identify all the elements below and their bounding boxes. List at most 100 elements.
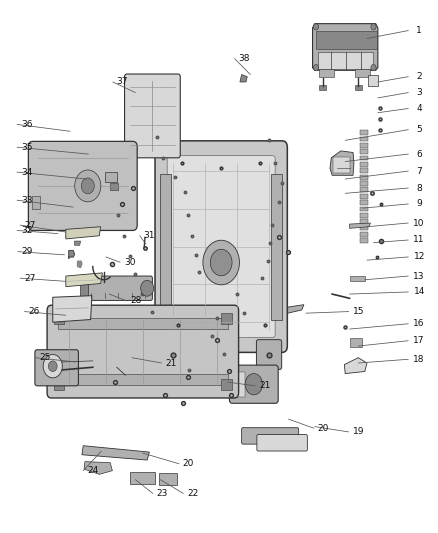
Text: 32: 32 bbox=[21, 226, 32, 235]
Bar bbox=[32, 196, 40, 209]
Bar bbox=[271, 174, 282, 319]
Text: 13: 13 bbox=[413, 271, 425, 280]
Text: 9: 9 bbox=[417, 199, 422, 208]
Text: 33: 33 bbox=[21, 196, 32, 205]
Bar bbox=[105, 172, 117, 182]
Text: 27: 27 bbox=[24, 273, 35, 282]
Text: 18: 18 bbox=[413, 355, 425, 364]
Circle shape bbox=[141, 280, 154, 296]
Text: 2: 2 bbox=[417, 72, 422, 81]
Polygon shape bbox=[78, 261, 82, 268]
Text: 19: 19 bbox=[353, 427, 364, 437]
Text: 35: 35 bbox=[21, 143, 32, 152]
Bar bbox=[130, 472, 155, 484]
Bar bbox=[360, 219, 368, 224]
Polygon shape bbox=[69, 251, 74, 259]
FancyBboxPatch shape bbox=[257, 434, 307, 451]
FancyBboxPatch shape bbox=[111, 351, 131, 369]
FancyBboxPatch shape bbox=[167, 156, 275, 337]
Bar bbox=[221, 313, 232, 324]
Bar bbox=[319, 85, 326, 90]
Text: 31: 31 bbox=[144, 231, 155, 240]
Text: 15: 15 bbox=[353, 307, 364, 316]
Circle shape bbox=[48, 361, 57, 372]
Text: 14: 14 bbox=[413, 287, 425, 296]
Text: 28: 28 bbox=[131, 296, 142, 305]
Polygon shape bbox=[330, 151, 354, 175]
Text: 30: 30 bbox=[124, 258, 135, 266]
Polygon shape bbox=[262, 305, 304, 318]
Text: 23: 23 bbox=[157, 489, 168, 498]
Bar bbox=[355, 69, 370, 77]
Bar bbox=[221, 379, 232, 390]
Polygon shape bbox=[82, 446, 149, 460]
FancyBboxPatch shape bbox=[155, 141, 287, 352]
Bar bbox=[360, 181, 368, 186]
Circle shape bbox=[245, 374, 262, 395]
Text: 12: 12 bbox=[413, 253, 425, 262]
Circle shape bbox=[314, 64, 319, 71]
Bar bbox=[53, 379, 64, 390]
Text: 29: 29 bbox=[22, 247, 33, 256]
Circle shape bbox=[210, 249, 232, 276]
Text: 11: 11 bbox=[413, 236, 425, 245]
Text: 25: 25 bbox=[39, 353, 51, 362]
Polygon shape bbox=[74, 241, 81, 245]
Text: 5: 5 bbox=[417, 125, 422, 134]
Text: 38: 38 bbox=[239, 54, 250, 63]
Bar bbox=[80, 280, 88, 297]
Polygon shape bbox=[344, 358, 367, 374]
Bar bbox=[360, 213, 368, 217]
Text: 17: 17 bbox=[413, 336, 425, 345]
Circle shape bbox=[371, 23, 376, 30]
Bar bbox=[333, 157, 350, 173]
Bar bbox=[360, 162, 368, 167]
Text: 7: 7 bbox=[417, 166, 422, 175]
Bar bbox=[110, 183, 118, 190]
Text: 37: 37 bbox=[117, 77, 128, 86]
Polygon shape bbox=[53, 296, 92, 322]
Polygon shape bbox=[350, 223, 371, 228]
Bar bbox=[360, 200, 368, 205]
Bar bbox=[319, 69, 334, 77]
Bar bbox=[360, 175, 368, 180]
FancyBboxPatch shape bbox=[35, 350, 78, 386]
Bar bbox=[360, 156, 368, 160]
Text: 22: 22 bbox=[187, 489, 198, 498]
Bar bbox=[360, 188, 368, 192]
Text: 21: 21 bbox=[166, 359, 177, 367]
Bar bbox=[360, 194, 368, 199]
Bar bbox=[368, 75, 378, 86]
Bar bbox=[360, 149, 368, 154]
FancyBboxPatch shape bbox=[124, 74, 180, 158]
Bar bbox=[160, 174, 171, 319]
Bar bbox=[360, 207, 368, 212]
Text: 36: 36 bbox=[21, 120, 32, 129]
FancyBboxPatch shape bbox=[242, 427, 299, 444]
Bar bbox=[53, 313, 64, 324]
Circle shape bbox=[314, 23, 319, 30]
Text: 24: 24 bbox=[87, 466, 99, 475]
Bar bbox=[360, 143, 368, 148]
Text: 27: 27 bbox=[24, 221, 35, 230]
Bar bbox=[360, 168, 368, 173]
Text: 26: 26 bbox=[28, 307, 40, 316]
Bar bbox=[159, 473, 177, 485]
Text: 4: 4 bbox=[417, 104, 422, 113]
Bar bbox=[58, 374, 228, 385]
Polygon shape bbox=[240, 75, 247, 82]
FancyBboxPatch shape bbox=[85, 276, 152, 301]
Bar bbox=[360, 130, 368, 135]
Text: 20: 20 bbox=[318, 424, 329, 433]
Polygon shape bbox=[66, 230, 78, 237]
Bar bbox=[355, 85, 362, 90]
Circle shape bbox=[81, 178, 94, 194]
Bar bbox=[350, 337, 362, 347]
Bar bbox=[360, 238, 368, 243]
Bar bbox=[58, 318, 228, 329]
FancyBboxPatch shape bbox=[28, 141, 137, 230]
Text: 16: 16 bbox=[413, 319, 425, 328]
Text: 34: 34 bbox=[21, 167, 32, 176]
Text: 10: 10 bbox=[413, 219, 425, 228]
Bar bbox=[360, 136, 368, 141]
